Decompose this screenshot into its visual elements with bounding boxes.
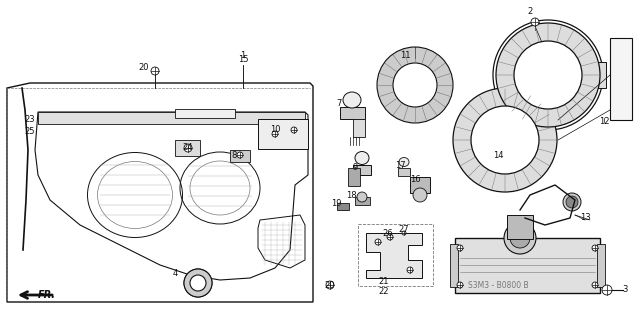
Text: 18: 18 <box>346 191 356 201</box>
Bar <box>38 112 305 124</box>
Circle shape <box>592 282 598 288</box>
Circle shape <box>471 106 539 174</box>
Text: 24: 24 <box>183 144 193 152</box>
Text: 25: 25 <box>25 127 35 136</box>
Bar <box>355 197 370 205</box>
Bar <box>455 238 600 293</box>
Text: FR.: FR. <box>38 290 56 300</box>
Bar <box>230 150 250 162</box>
Ellipse shape <box>399 158 409 167</box>
Bar <box>258 119 308 149</box>
Circle shape <box>413 188 427 202</box>
Circle shape <box>531 18 539 26</box>
Text: 21: 21 <box>379 277 389 286</box>
Ellipse shape <box>355 152 369 165</box>
Bar <box>340 107 365 119</box>
Polygon shape <box>366 233 422 278</box>
Circle shape <box>357 192 367 202</box>
Text: 8: 8 <box>231 151 237 160</box>
Text: 22: 22 <box>379 287 389 296</box>
Text: 20: 20 <box>324 281 335 291</box>
Circle shape <box>453 88 557 192</box>
Circle shape <box>402 231 406 235</box>
Bar <box>410 177 430 193</box>
Circle shape <box>457 245 463 251</box>
Text: 12: 12 <box>599 117 609 127</box>
Circle shape <box>563 193 581 211</box>
Text: 17: 17 <box>395 160 405 169</box>
Bar <box>507 215 533 239</box>
Bar <box>175 140 200 156</box>
Circle shape <box>457 282 463 288</box>
Text: 15: 15 <box>237 56 248 64</box>
Circle shape <box>291 127 297 133</box>
Circle shape <box>272 131 278 137</box>
Circle shape <box>184 269 212 297</box>
Circle shape <box>496 23 600 127</box>
Bar <box>597 244 605 287</box>
Circle shape <box>326 281 334 289</box>
Bar <box>337 203 349 210</box>
Text: 3: 3 <box>622 285 628 293</box>
Ellipse shape <box>343 92 361 108</box>
Bar <box>175 109 235 118</box>
Circle shape <box>602 285 612 295</box>
Circle shape <box>566 196 578 208</box>
Circle shape <box>375 239 381 245</box>
Text: 1: 1 <box>241 50 246 60</box>
Circle shape <box>504 222 536 254</box>
Circle shape <box>377 47 453 123</box>
Bar <box>398 168 410 176</box>
Bar <box>353 165 371 175</box>
Text: 7: 7 <box>336 99 342 108</box>
Text: 14: 14 <box>493 151 503 160</box>
Bar <box>596 62 606 88</box>
Bar <box>610 38 632 120</box>
Text: 27: 27 <box>399 225 410 234</box>
Circle shape <box>151 67 159 75</box>
Text: 23: 23 <box>25 115 35 124</box>
Circle shape <box>514 41 582 109</box>
Bar <box>450 244 458 287</box>
Text: 10: 10 <box>269 125 280 135</box>
Text: S3M3 - B0800 B: S3M3 - B0800 B <box>468 280 529 290</box>
Circle shape <box>387 234 393 240</box>
Text: 16: 16 <box>410 175 420 184</box>
Text: 13: 13 <box>580 213 590 222</box>
Text: 11: 11 <box>400 50 410 60</box>
Circle shape <box>407 267 413 273</box>
Text: 2: 2 <box>527 8 532 17</box>
Bar <box>353 119 365 137</box>
Text: 20: 20 <box>139 63 149 72</box>
Text: 26: 26 <box>383 229 394 239</box>
Circle shape <box>184 144 192 152</box>
Text: 4: 4 <box>172 270 178 278</box>
Circle shape <box>190 275 206 291</box>
Text: 9: 9 <box>353 164 358 173</box>
Circle shape <box>510 228 530 248</box>
Text: 19: 19 <box>331 199 341 209</box>
Circle shape <box>393 63 437 107</box>
Circle shape <box>592 245 598 251</box>
Bar <box>348 168 360 186</box>
Bar <box>358 224 433 286</box>
Circle shape <box>237 152 243 158</box>
